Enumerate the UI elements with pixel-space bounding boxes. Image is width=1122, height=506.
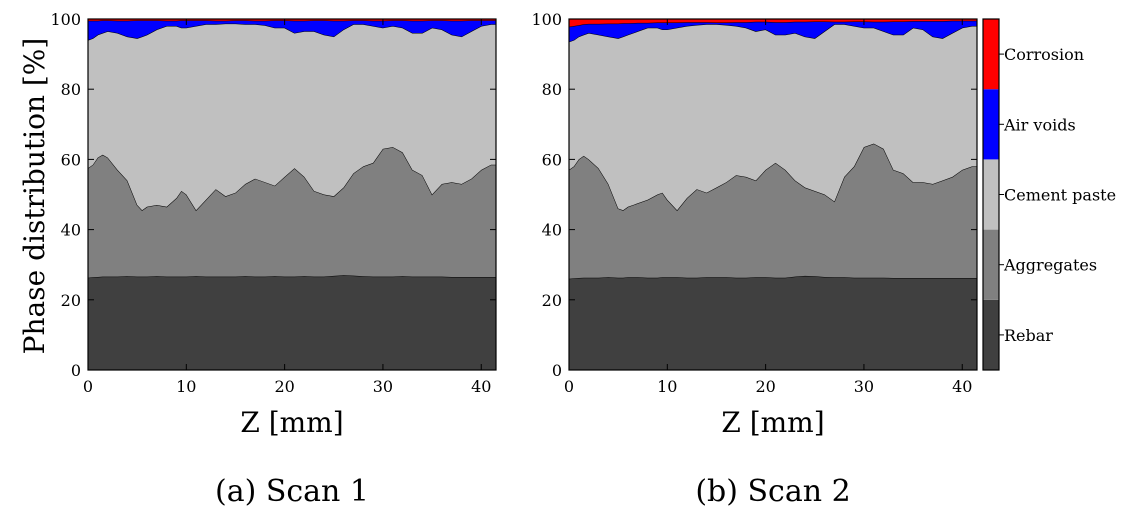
x-tick-label: 0 [83, 377, 93, 396]
y-tick-label: 20 [542, 291, 562, 310]
y-tick-label: 0 [552, 361, 562, 380]
area-corrosion [569, 19, 977, 27]
area-aggregates [88, 147, 496, 278]
colorbar-swatch [983, 229, 999, 300]
y-tick-label: 100 [531, 10, 562, 29]
colorbar-swatch [983, 19, 999, 90]
y-tick-label: 40 [61, 221, 81, 240]
panel-scan-1: 0 10 20 30 40 0 20 40 60 80 100 Z [mm] (a) Scan 1 [50, 10, 497, 506]
y-tick-label: 20 [61, 291, 81, 310]
colorbar-swatch [983, 159, 999, 230]
x-tick-label: 0 [564, 377, 574, 396]
y-tick-label: 40 [542, 221, 562, 240]
plot-frame [87, 18, 497, 371]
panel-caption: (a) Scan 1 [215, 474, 369, 506]
y-tick-label: 80 [61, 80, 81, 99]
x-tick-label: 30 [854, 377, 874, 396]
colorbar-label: Rebar [1004, 326, 1053, 345]
area-aggregates [569, 143, 977, 279]
y-tick-label: 0 [71, 361, 81, 380]
y-tick-label: 100 [50, 10, 81, 29]
colorbar: Rebar Aggregates Cement paste Air voids Corr… [982, 18, 1116, 371]
area-air-voids [88, 20, 496, 41]
colorbar-frame [982, 18, 1000, 371]
area-cement-paste [88, 23, 496, 211]
x-tick-label: 30 [373, 377, 393, 396]
area-rebar [88, 275, 496, 370]
area-air-voids [569, 20, 977, 42]
colorbar-label: Aggregates [1003, 256, 1097, 275]
y-tick-label: 60 [61, 150, 81, 169]
figure-ylabel: Phase distribution [%] [18, 38, 51, 355]
panel-scan-2: 0 10 20 30 40 0 20 40 60 80 100 Z [mm] (b) Scan 2 [531, 10, 978, 506]
x-tick-label: 40 [471, 377, 491, 396]
x-tick-label: 20 [755, 377, 775, 396]
x-axis-label: Z [mm] [721, 406, 824, 439]
panel-caption: (b) Scan 2 [695, 474, 850, 506]
colorbar-label: Corrosion [1004, 45, 1084, 64]
y-tick-label: 80 [542, 80, 562, 99]
x-tick-label: 20 [274, 377, 294, 396]
colorbar-label: Air voids [1003, 115, 1076, 134]
x-axis-label: Z [mm] [240, 406, 343, 439]
colorbar-swatch [983, 89, 999, 160]
colorbar-label: Cement paste [1004, 186, 1116, 205]
plot-frame [568, 18, 978, 371]
x-tick-label: 10 [176, 377, 196, 396]
area-rebar [569, 275, 977, 370]
x-tick-label: 10 [657, 377, 677, 396]
area-cement-paste [569, 24, 977, 211]
colorbar-swatch [983, 299, 999, 370]
x-tick-label: 40 [952, 377, 972, 396]
y-tick-label: 60 [542, 150, 562, 169]
